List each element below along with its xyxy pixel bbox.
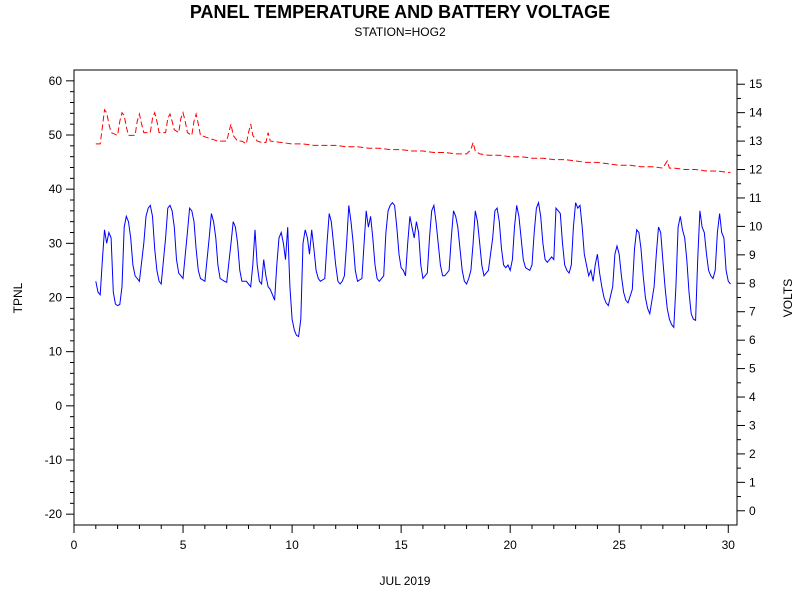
y-right-tick-label: 14 xyxy=(749,106,763,120)
y-left-tick-label: -20 xyxy=(45,507,63,521)
y-axis-right-label: VOLTS xyxy=(781,279,795,317)
y-right-tick-label: 9 xyxy=(749,248,756,262)
y-right-tick-label: 10 xyxy=(749,219,763,233)
y-right-tick-label: 3 xyxy=(749,418,756,432)
battery-voltage-line xyxy=(95,108,731,173)
y-right-tick-label: 5 xyxy=(749,362,756,376)
x-tick-label: 20 xyxy=(504,538,518,552)
x-tick-label: 25 xyxy=(613,538,627,552)
y-left-tick-label: 20 xyxy=(49,291,63,305)
y-left-tick-label: 60 xyxy=(49,74,63,88)
plot-area-frame xyxy=(73,69,738,526)
series-layer xyxy=(95,108,731,338)
x-tick-label: 15 xyxy=(394,538,408,552)
y-right-tick-label: 1 xyxy=(749,475,756,489)
chart-title: PANEL TEMPERATURE AND BATTERY VOLTAGE xyxy=(190,2,610,22)
x-tick-label: 10 xyxy=(285,538,299,552)
y-right-tick-label: 2 xyxy=(749,447,756,461)
y-right-tick-label: 8 xyxy=(749,276,756,290)
x-axis-label: JUL 2019 xyxy=(380,574,431,588)
y-left-tick-label: -10 xyxy=(45,453,63,467)
x-axis: 0 5 10 15 20 25 30 xyxy=(71,525,736,552)
chart-subtitle: STATION=HOG2 xyxy=(354,25,446,39)
y-right-tick-label: 6 xyxy=(749,333,756,347)
y-right-tick-label: 7 xyxy=(749,305,756,319)
y-left-tick-label: 50 xyxy=(49,128,63,142)
y-axis-left: -20 -10 0 10 20 30 40 50 60 xyxy=(45,74,74,521)
x-tick-label: 30 xyxy=(722,538,736,552)
x-tick-label: 5 xyxy=(180,538,187,552)
y-axis-left-label: TPNL xyxy=(11,282,25,313)
y-right-tick-label: 11 xyxy=(749,191,762,205)
y-left-tick-label: 30 xyxy=(49,236,63,250)
y-left-tick-label: 40 xyxy=(49,182,63,196)
y-right-tick-label: 13 xyxy=(749,134,763,148)
y-left-tick-label: 0 xyxy=(55,399,62,413)
y-left-tick-label: 10 xyxy=(49,345,63,359)
y-right-tick-label: 4 xyxy=(749,390,756,404)
y-right-tick-label: 12 xyxy=(749,163,763,177)
y-right-tick-label: 0 xyxy=(749,504,756,518)
y-right-tick-label: 15 xyxy=(749,77,763,91)
x-tick-label: 0 xyxy=(71,538,78,552)
panel-temperature-line xyxy=(95,200,731,338)
